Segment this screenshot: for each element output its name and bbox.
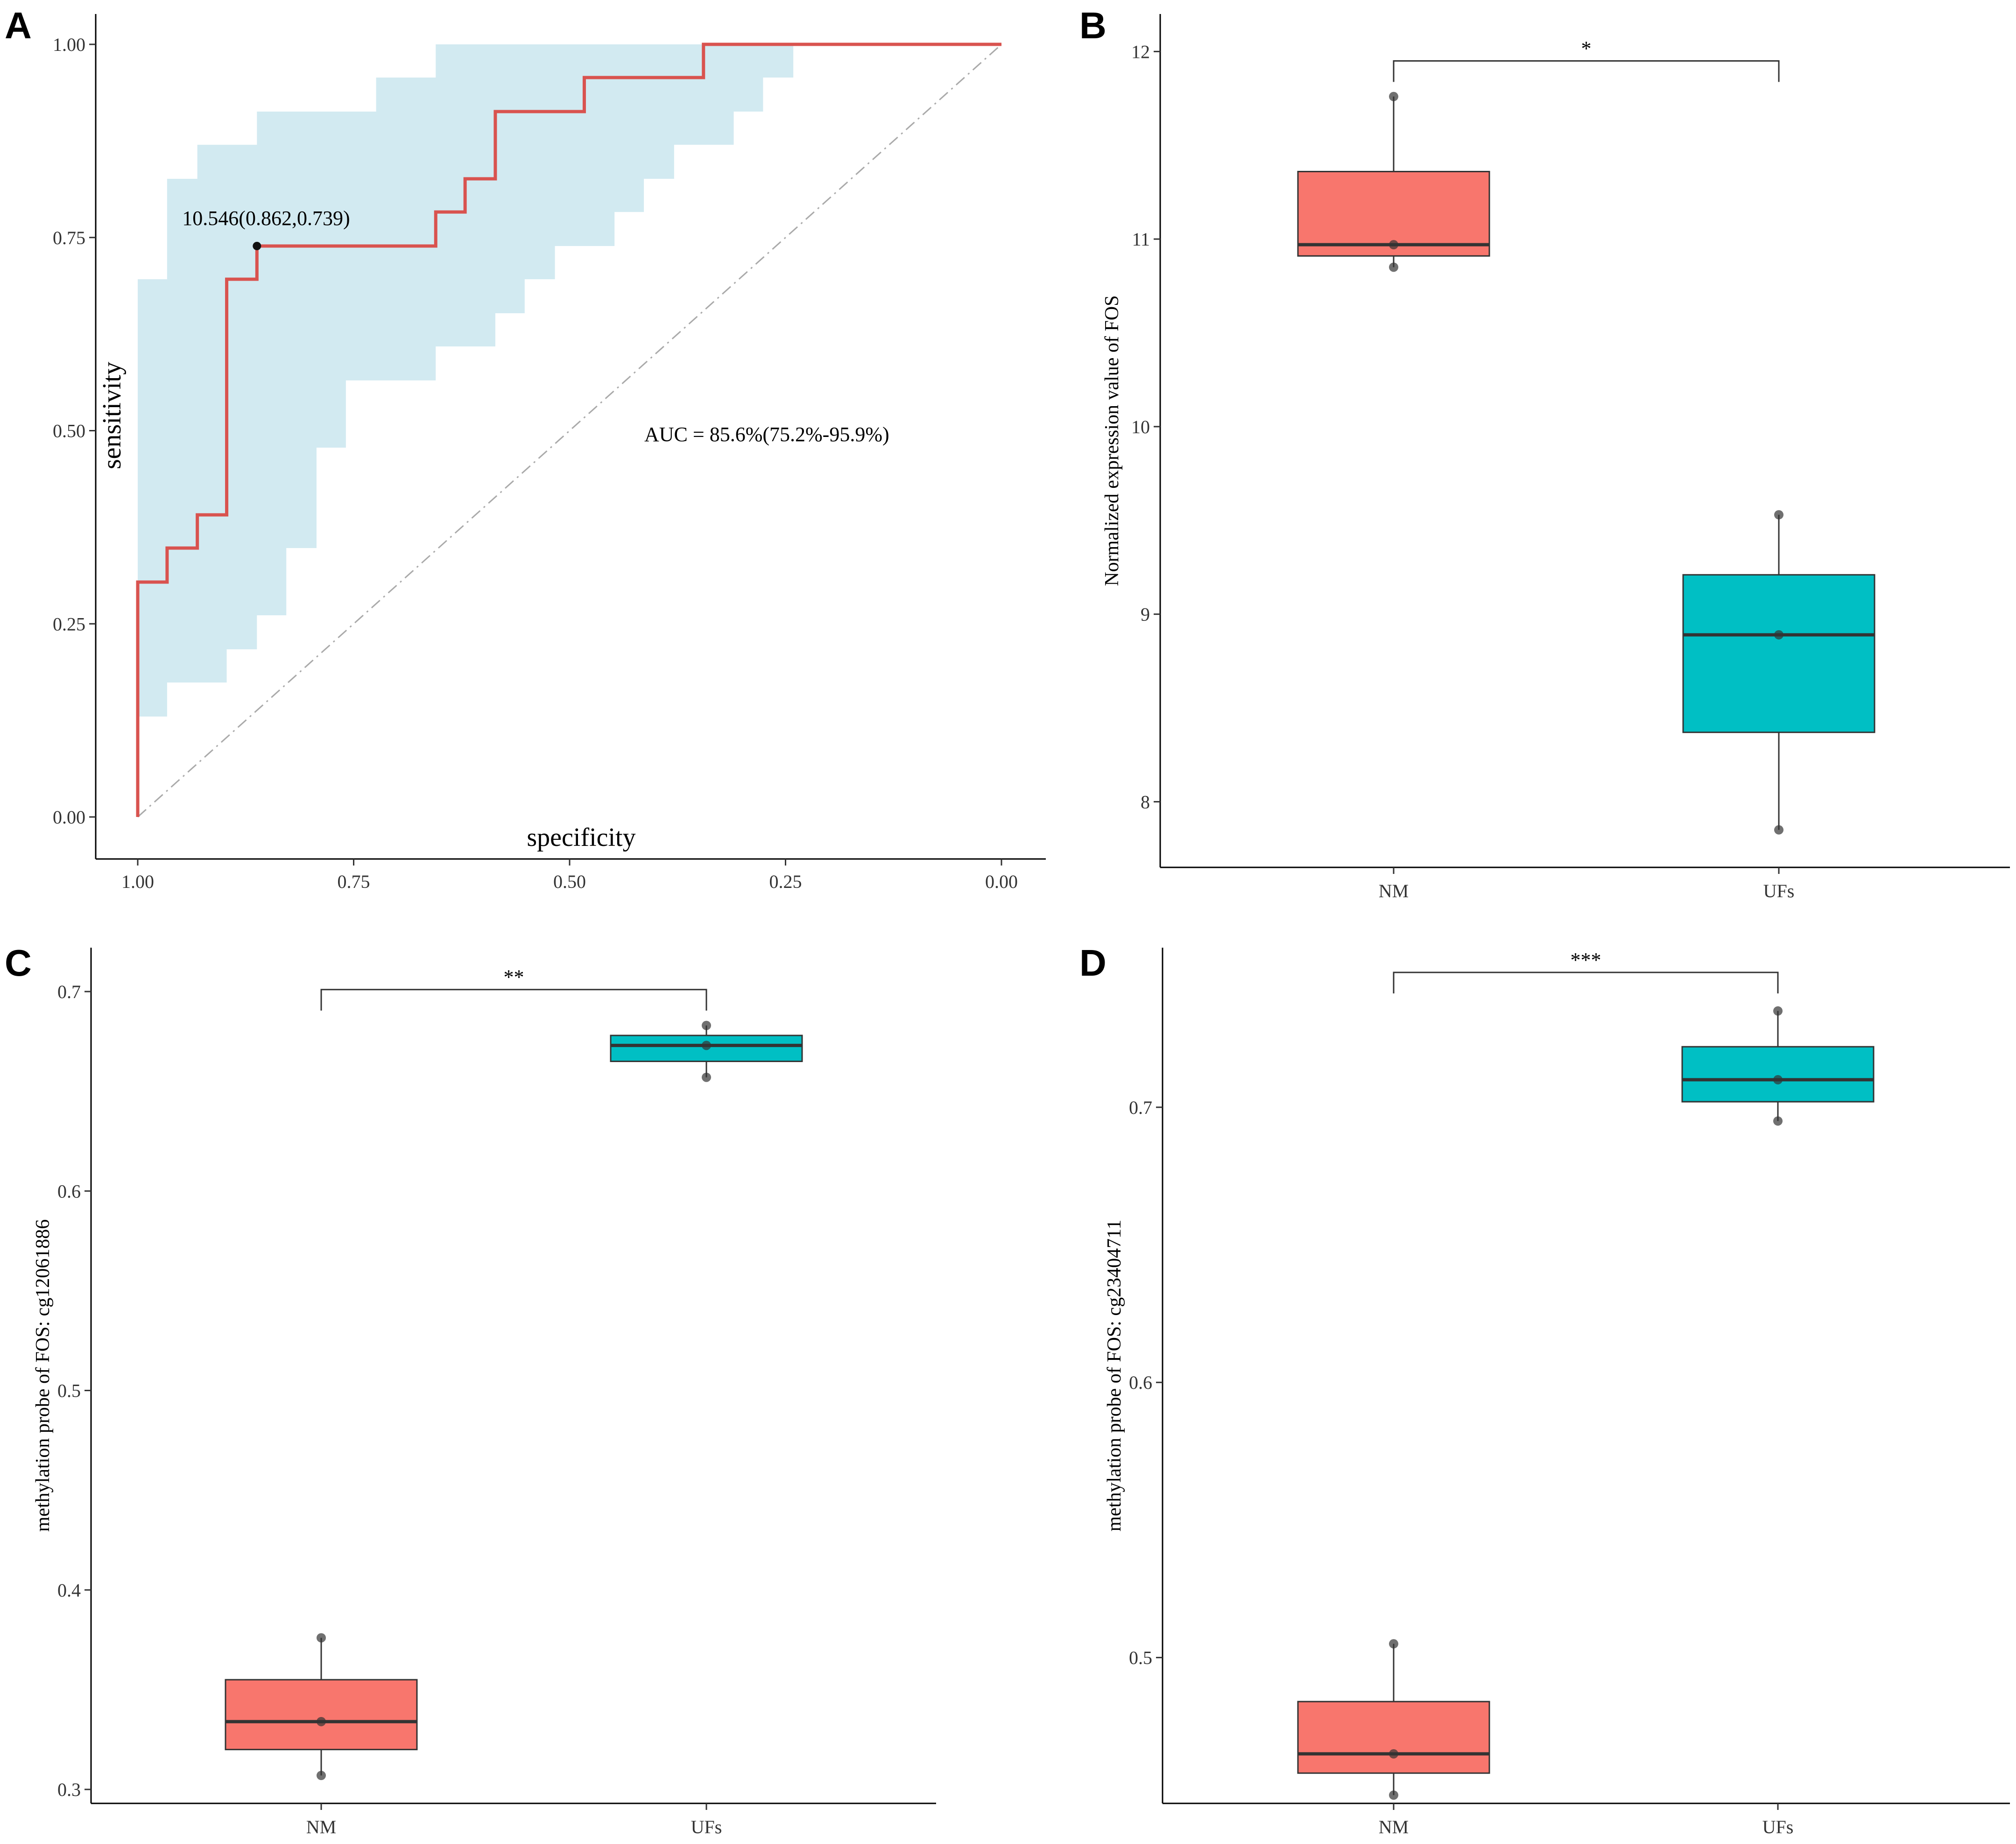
- box-y-tick-label: 0.5: [1129, 1647, 1152, 1668]
- roc-y-tick-label: 0.75: [53, 227, 85, 248]
- roc-curve-line: [136, 42, 1001, 817]
- roc-auc-label: AUC = 85.6%(75.2%-95.9%): [644, 423, 889, 446]
- box-data-point: [1773, 1075, 1783, 1084]
- box-data-point: [317, 1771, 326, 1781]
- box-body: [1297, 1701, 1490, 1774]
- box-body: [225, 1679, 418, 1751]
- box-data-point: [1774, 630, 1783, 640]
- roc-x-axis-title: specificity: [527, 823, 635, 852]
- box-data-point: [1389, 1749, 1398, 1759]
- roc-x-tick-label: 0.50: [553, 871, 586, 892]
- roc-y-tick-label: 0.00: [53, 807, 85, 828]
- significance-label: **: [504, 966, 524, 989]
- roc-y-axis-title: sensitivity: [98, 362, 127, 469]
- box-data-point: [702, 1021, 711, 1030]
- box-data-point: [702, 1041, 711, 1050]
- roc-x-tick-label: 0.75: [338, 871, 370, 892]
- box-y-tick-label: 0.4: [57, 1580, 81, 1601]
- box-body: [1681, 1046, 1875, 1103]
- panel-letter-b: B: [1079, 5, 1107, 46]
- box-x-tick-label: NM: [1379, 1816, 1409, 1837]
- box-data-point: [1773, 1116, 1783, 1126]
- box-data-point: [1389, 240, 1398, 250]
- roc-threshold-label: 10.546(0.862,0.739): [182, 207, 350, 230]
- significance-bracket: [320, 989, 707, 1011]
- roc-y-tick-label: 1.00: [53, 34, 85, 55]
- roc-diagonal-reference: [137, 43, 1002, 818]
- box-y-axis-title: Normalized expression value of FOS: [1101, 296, 1123, 586]
- roc-chart-panel: 10.546(0.862,0.739) AUC = 85.6%(75.2%-95.…: [53, 14, 1046, 892]
- box-y-tick-label: 0.6: [57, 1181, 81, 1202]
- roc-x-tick-label: 0.00: [985, 871, 1018, 892]
- panel-letter-c: C: [5, 942, 32, 984]
- box-y-tick-label: 0.7: [1129, 1097, 1152, 1118]
- significance-label: ***: [1571, 949, 1601, 971]
- box-data-point: [1389, 262, 1398, 272]
- box-y-tick-label: 10: [1131, 416, 1150, 437]
- cg12061886-boxplot-panel: 0.3 0.4 0.5 0.6 0.7 NM UFs methylation probe of…: [32, 948, 936, 1837]
- box-data-point: [1389, 1790, 1398, 1800]
- box-y-tick-label: 12: [1131, 41, 1150, 62]
- fos-expression-boxplot-panel: 8 9 10 11 12 NM UFs Normalized expression value…: [1101, 14, 2010, 901]
- box-y-tick-label: 0.5: [57, 1380, 81, 1401]
- box-data-point: [1774, 825, 1783, 835]
- box-y-tick-label: 8: [1141, 791, 1150, 812]
- panel-letter-a: A: [5, 5, 32, 46]
- box-x-tick-label: UFs: [1762, 1816, 1794, 1837]
- significance-label: *: [1581, 37, 1592, 60]
- box-x-tick-label: UFs: [691, 1816, 722, 1837]
- roc-y-tick-label: 0.50: [53, 421, 85, 442]
- panel-letter-d: D: [1079, 942, 1107, 984]
- cg23404711-boxplot-panel: 0.5 0.6 0.7 NM UFs methylation probe of FOS: …: [1104, 948, 2010, 1837]
- box-y-tick-label: 11: [1132, 229, 1150, 250]
- box-x-tick-label: NM: [1379, 880, 1409, 901]
- roc-x-tick-label: 1.00: [121, 871, 154, 892]
- box-y-tick-label: 0.7: [57, 981, 81, 1002]
- box-body: [1682, 574, 1875, 733]
- box-y-tick-label: 0.3: [57, 1779, 81, 1800]
- roc-y-tick-label: 0.25: [53, 613, 85, 634]
- box-data-point: [1773, 1006, 1783, 1016]
- box-data-point: [317, 1717, 326, 1726]
- box-y-tick-label: 0.6: [1129, 1372, 1152, 1393]
- box-data-point: [1774, 510, 1783, 520]
- box-y-axis-title: methylation probe of FOS: cg23404711: [1104, 1219, 1125, 1531]
- box-y-axis-title: methylation probe of FOS: cg12061886: [32, 1219, 54, 1532]
- significance-bracket: [1393, 971, 1779, 994]
- roc-threshold-point: [253, 241, 261, 250]
- box-x-tick-label: NM: [306, 1816, 336, 1837]
- box-y-tick-label: 9: [1141, 604, 1150, 625]
- box-data-point: [1389, 91, 1398, 101]
- roc-x-tick-label: 0.25: [769, 871, 802, 892]
- box-data-point: [702, 1072, 711, 1082]
- box-data-point: [1389, 1639, 1398, 1649]
- box-data-point: [317, 1633, 326, 1643]
- box-x-tick-label: UFs: [1763, 880, 1795, 901]
- roc-confidence-band: [138, 44, 1001, 717]
- significance-bracket: [1393, 60, 1780, 82]
